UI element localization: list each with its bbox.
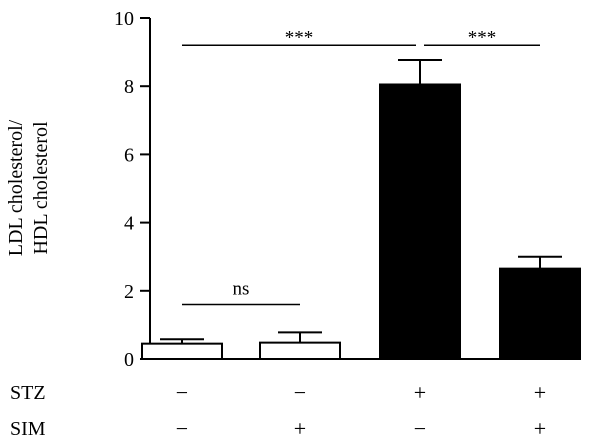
y-axis-title-line: HDL cholesterol [30,121,52,255]
bar [259,341,341,360]
significance-label: ns [233,278,250,299]
y-tick-label: 0 [124,349,134,371]
condition-value: − [176,380,188,405]
condition-value: − [176,416,188,441]
y-tick-label: 10 [114,8,134,30]
condition-value: + [534,416,546,441]
y-axis-title-line: LDL cholesterol/ [5,119,27,256]
significance-annotations: ns *** *** [182,27,540,306]
y-tick-label: 8 [124,76,134,98]
y-tick-label: 2 [124,281,134,303]
y-tick-label: 4 [124,213,134,235]
bars [141,58,581,361]
bar [499,267,581,361]
bar [141,342,223,360]
condition-value: + [294,416,306,441]
condition-value: + [534,380,546,405]
bar [379,83,461,361]
condition-label: SIM [10,418,46,440]
y-tick-label: 6 [124,144,134,166]
condition-value: − [414,416,426,441]
y-axis-title: LDL cholesterol/HDL cholesterol [5,119,52,256]
condition-value: + [414,380,426,405]
significance-label: *** [468,27,497,48]
condition-table: STZ − − + + SIM − + − + [10,380,546,441]
significance-label: *** [285,27,314,48]
condition-value: − [294,380,306,405]
condition-label: STZ [10,382,46,404]
